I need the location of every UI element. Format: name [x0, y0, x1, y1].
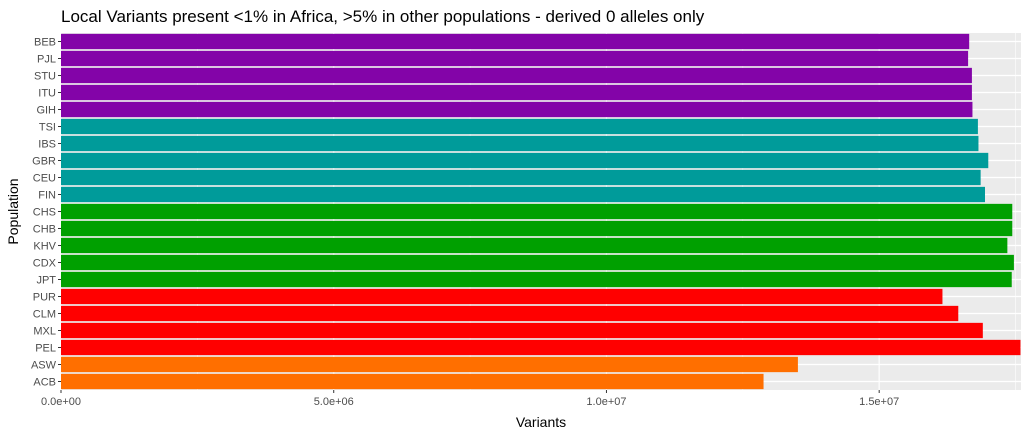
bar-asw	[61, 356, 798, 373]
y-tick-label: ACB	[33, 377, 56, 389]
y-tick-label: ITU	[38, 88, 56, 100]
bar-beb	[61, 33, 970, 50]
y-axis-ticks: BEB PJL STU ITU GIH TSI IBS GBR CEU FIN CHS CHB KHV C…	[31, 37, 61, 389]
bar-chs	[61, 203, 1013, 220]
bar-clm	[61, 305, 959, 322]
y-tick-label: GBR	[32, 156, 56, 168]
y-tick-label: MXL	[33, 326, 56, 338]
y-tick-label: PUR	[33, 292, 56, 304]
bar-cdx	[61, 254, 1014, 271]
y-tick-label: CDX	[33, 258, 57, 270]
bar-stu	[61, 67, 972, 84]
bar-ceu	[61, 169, 981, 186]
y-tick-label: CHB	[33, 224, 56, 236]
bar-tsi	[61, 118, 978, 135]
y-tick-label: CEU	[33, 173, 56, 185]
bar-gih	[61, 101, 973, 118]
bar-jpt	[61, 271, 1012, 288]
bar-pur	[61, 288, 943, 305]
x-axis-title: Variants	[516, 414, 566, 430]
y-tick-label: STU	[34, 71, 56, 83]
y-tick-label: FIN	[38, 190, 56, 202]
bar-acb	[61, 373, 764, 390]
y-tick-label: BEB	[34, 37, 56, 49]
bar-pjl	[61, 50, 969, 67]
bar-fin	[61, 186, 985, 203]
x-tick-label: 1.0e+07	[586, 396, 626, 408]
y-tick-label: CHS	[33, 207, 56, 219]
y-tick-label: PJL	[37, 54, 56, 66]
y-tick-label: JPT	[36, 275, 56, 287]
bar-khv	[61, 237, 1008, 254]
x-axis-ticks: 0.0e+00 5.0e+06 1.0e+07 1.5e+07	[41, 390, 899, 408]
bar-mxl	[61, 322, 983, 339]
y-tick-label: IBS	[38, 139, 56, 151]
y-tick-label: CLM	[33, 309, 56, 321]
y-tick-label: TSI	[39, 122, 56, 134]
chart-title: Local Variants present <1% in Africa, >5…	[61, 7, 705, 26]
y-tick-label: GIH	[36, 105, 56, 117]
y-axis-title: Population	[5, 178, 21, 244]
bar-gbr	[61, 152, 989, 169]
bar-chb	[61, 220, 1013, 237]
x-tick-label: 0.0e+00	[41, 396, 81, 408]
bars	[61, 33, 1021, 390]
y-tick-label: KHV	[33, 241, 56, 253]
x-tick-label: 5.0e+06	[314, 396, 354, 408]
bar-itu	[61, 84, 972, 101]
y-tick-label: PEL	[35, 343, 56, 355]
y-tick-label: ASW	[31, 360, 57, 372]
bar-ibs	[61, 135, 979, 152]
bar-pel	[61, 339, 1021, 356]
x-tick-label: 1.5e+07	[859, 396, 899, 408]
